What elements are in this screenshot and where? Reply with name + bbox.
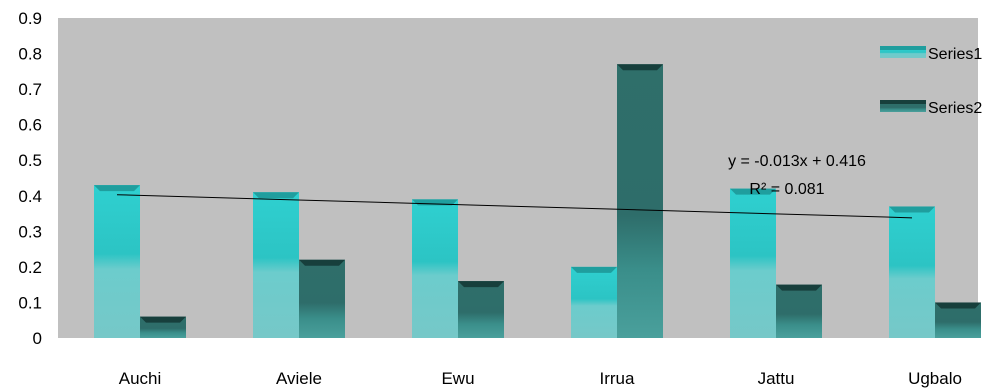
bar-series2-jattu (776, 284, 822, 338)
legend-label-series2: Series2 (928, 100, 982, 117)
bar-cap-series1-aviele (253, 192, 299, 199)
bar-series2-aviele (299, 259, 345, 338)
bar-series1-auchi (94, 185, 140, 338)
bar-series1-jattu (730, 188, 776, 338)
legend-label-series1: Series1 (928, 46, 982, 63)
bar-cap-series2-irrua (617, 64, 663, 71)
bar-cap-series1-auchi (94, 185, 140, 192)
bar-cap-series2-aviele (299, 259, 345, 266)
bar-cap-series1-jattu (730, 188, 776, 195)
x-tick-label: Irrua (600, 369, 636, 388)
bar-cap-series2-ewu (458, 281, 504, 288)
y-tick-label: 0.5 (18, 151, 42, 170)
y-tick-label: 0.1 (18, 293, 42, 312)
x-tick-label: Jattu (758, 369, 795, 388)
legend-swatch-cap-series1 (880, 46, 926, 50)
bar-cap-series2-jattu (776, 284, 822, 291)
y-tick-label: 0.9 (18, 9, 42, 28)
y-tick-label: 0.4 (18, 187, 42, 206)
plot-area (58, 18, 978, 338)
legend-swatch-series2 (880, 102, 926, 112)
bar-cap-series1-irrua (571, 266, 617, 273)
bar-cap-series1-ugbalo (889, 206, 935, 213)
y-tick-label: 0.2 (18, 258, 42, 277)
trendline (116, 194, 913, 219)
x-tick-label: Aviele (276, 369, 322, 388)
bar-series1-ugbalo (889, 206, 935, 338)
legend: Series1 Series2 (880, 46, 982, 117)
y-tick-label: 0.6 (18, 116, 42, 135)
bar-series1-ewu (412, 199, 458, 338)
bar-series1-aviele (253, 192, 299, 338)
bar-cap-series2-auchi (140, 316, 186, 323)
x-tick-label: Auchi (119, 369, 162, 388)
x-tick-label: Ugbalo (908, 369, 962, 388)
legend-swatch-cap-series2 (880, 100, 926, 104)
y-tick-label: 0.3 (18, 222, 42, 241)
bar-series1-irrua (571, 266, 617, 338)
y-tick-label: 0.8 (18, 45, 42, 64)
trendline-r-squared: R² = 0.081 (749, 181, 824, 198)
y-tick-label: 0 (33, 329, 42, 348)
y-tick-label: 0.7 (18, 80, 42, 99)
bar-series2-ewu (458, 281, 504, 338)
bar-series2-irrua (617, 64, 663, 338)
x-tick-label: Ewu (441, 369, 474, 388)
bar-cap-series2-ugbalo (935, 302, 981, 309)
legend-swatch-series1 (880, 48, 926, 58)
trendline-equation: y = -0.013x + 0.416 (728, 153, 866, 170)
